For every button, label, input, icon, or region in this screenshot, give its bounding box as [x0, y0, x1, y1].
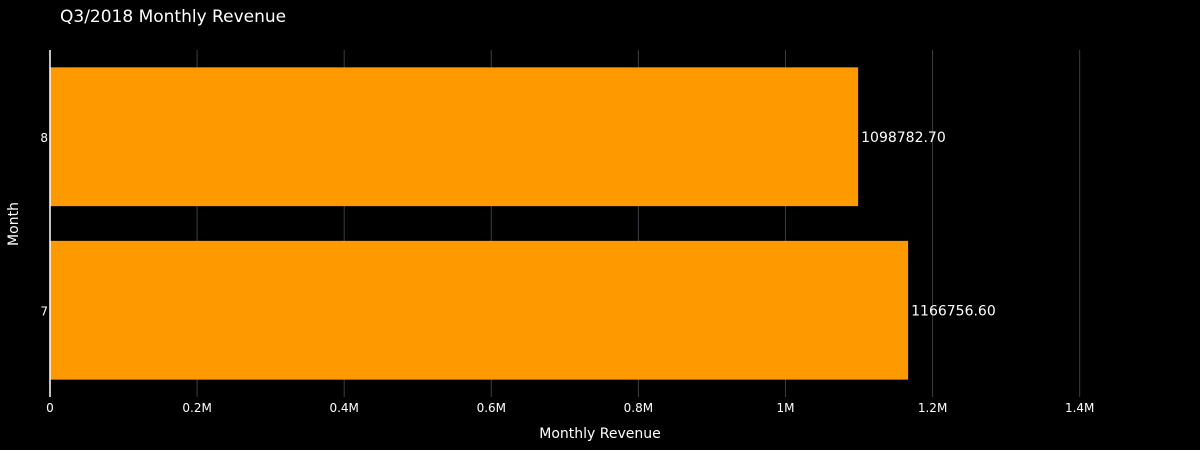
- x-tick-label: 0.8M: [624, 401, 653, 415]
- x-tick-label: 1.4M: [1065, 401, 1094, 415]
- x-tick-label: 1M: [776, 401, 794, 415]
- y-tick-label: 7: [40, 304, 48, 318]
- bars: [50, 67, 909, 380]
- data-labels: 1166756.60 1098782.70: [861, 130, 996, 320]
- y-tick-label: 8: [40, 131, 48, 145]
- x-tick-label: 0.6M: [477, 401, 506, 415]
- axes: 0 0.2M 0.4M 0.6M 0.8M 1M 1.2M 1.4M 7 8: [40, 50, 1094, 415]
- bar-month-8: [50, 67, 859, 207]
- bar-value-label: 1166756.60: [911, 303, 996, 319]
- x-tick-label: 1.2M: [918, 401, 947, 415]
- x-axis-title: Monthly Revenue: [539, 426, 660, 442]
- x-tick-label: 0: [46, 401, 54, 415]
- bar-month-7: [50, 240, 909, 380]
- chart-title: Q3/2018 Monthly Revenue: [60, 7, 287, 27]
- x-tick-label: 0.2M: [182, 401, 211, 415]
- y-axis-title: Month: [6, 202, 22, 246]
- bar-value-label: 1098782.70: [861, 130, 946, 146]
- x-tick-label: 0.4M: [329, 401, 358, 415]
